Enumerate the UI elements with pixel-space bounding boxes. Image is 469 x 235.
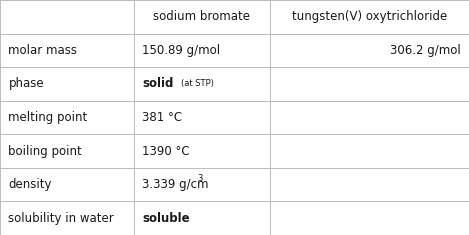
Text: (at STP): (at STP) [181, 79, 213, 88]
Text: soluble: soluble [142, 212, 190, 225]
Text: density: density [8, 178, 52, 191]
Text: 3.339 g/cm: 3.339 g/cm [142, 178, 209, 191]
Text: 3: 3 [197, 174, 203, 183]
Text: 1390 °C: 1390 °C [142, 145, 190, 158]
Text: 306.2 g/mol: 306.2 g/mol [390, 44, 461, 57]
Text: 381 °C: 381 °C [142, 111, 182, 124]
Text: melting point: melting point [8, 111, 88, 124]
Text: solubility in water: solubility in water [8, 212, 114, 225]
Text: solid: solid [142, 77, 174, 90]
Text: molar mass: molar mass [8, 44, 77, 57]
Text: 150.89 g/mol: 150.89 g/mol [142, 44, 220, 57]
Text: boiling point: boiling point [8, 145, 82, 158]
Text: sodium bromate: sodium bromate [153, 10, 250, 23]
Text: phase: phase [8, 77, 44, 90]
Text: tungsten(V) oxytrichloride: tungsten(V) oxytrichloride [292, 10, 447, 23]
